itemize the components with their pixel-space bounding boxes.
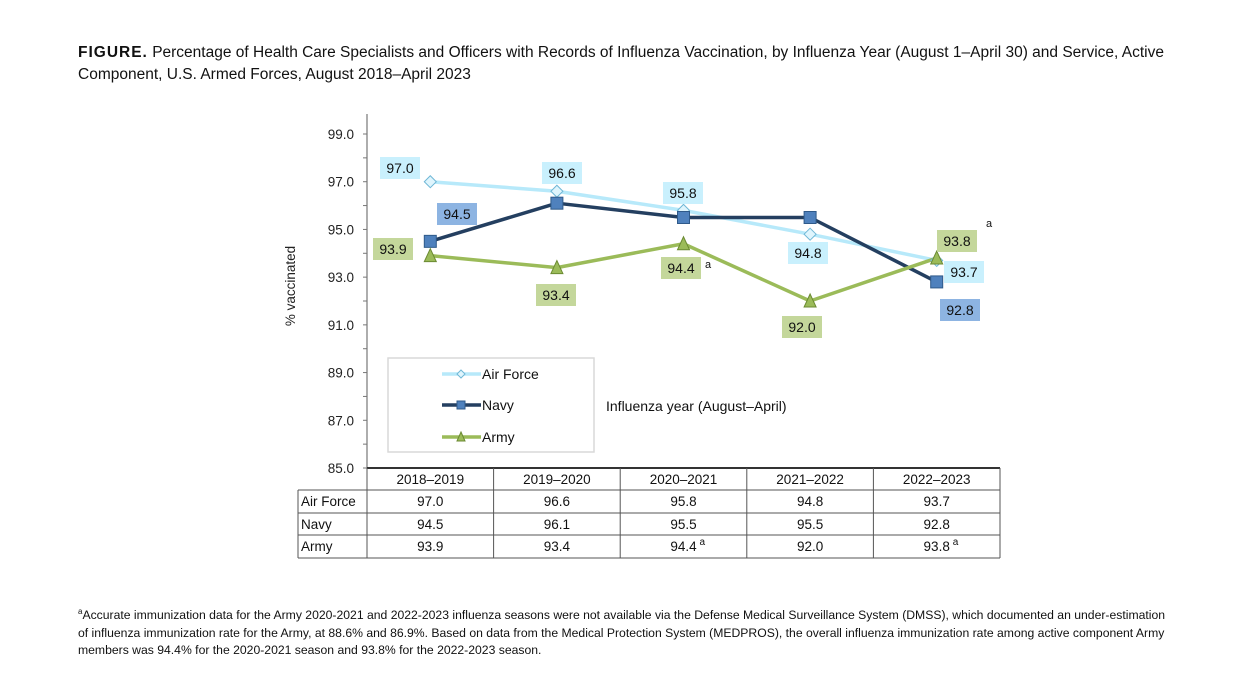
data-point-navy <box>677 211 690 224</box>
table-cell: 95.5 <box>670 517 696 532</box>
data-point-army <box>929 249 944 265</box>
y-axis-title: % vaccinated <box>283 246 298 326</box>
data-label-bg-army <box>661 257 701 279</box>
table-cell: 93.7 <box>924 494 950 509</box>
table-header-2022–2023: 2022–2023 <box>903 472 971 487</box>
data-label-army: 93.8 <box>943 233 970 249</box>
data-point-army <box>803 292 817 308</box>
table-header-2019–2020: 2019–2020 <box>523 472 591 487</box>
legend-label-navy: Navy <box>482 397 514 413</box>
table-cell: 94.4 <box>670 539 697 554</box>
y-tick-label: 91.0 <box>328 318 354 333</box>
data-label-bg-air-force <box>944 261 984 283</box>
table-cell-note: a <box>953 537 959 548</box>
y-tick-label: 93.0 <box>328 270 354 285</box>
table-cell: 93.8 <box>924 539 950 554</box>
footnote: aAccurate immunization data for the Army… <box>78 603 1178 660</box>
data-label-army: 93.4 <box>542 287 569 303</box>
table-cell: 93.4 <box>544 539 571 554</box>
table-cell: 92.8 <box>924 517 950 532</box>
data-label-bg-army <box>782 316 822 338</box>
data-point-navy <box>550 196 564 210</box>
y-tick-label: 85.0 <box>328 461 354 476</box>
data-label-navy: 92.8 <box>946 302 973 318</box>
table-cell: 96.1 <box>544 517 570 532</box>
legend-marker-navy-icon <box>456 400 466 410</box>
data-point-air-force <box>550 184 564 198</box>
data-point-air-force <box>803 227 817 241</box>
table-header-2018–2019: 2018–2019 <box>397 472 465 487</box>
data-point-navy <box>423 234 437 248</box>
figure-label: FIGURE. <box>78 44 148 61</box>
data-point-army <box>676 235 691 251</box>
y-tick-label: 99.0 <box>328 127 354 142</box>
table-cell: 94.8 <box>797 494 823 509</box>
data-label-bg-navy <box>940 299 980 321</box>
data-label-army: 93.9 <box>379 241 406 257</box>
table-cell: 92.0 <box>797 539 823 554</box>
figure-title-text: Percentage of Health Care Specialists an… <box>78 44 1164 83</box>
footnote-text: Accurate immunization data for the Army … <box>78 608 1166 658</box>
table-cell: 93.9 <box>417 539 443 554</box>
table-row-label: Air Force <box>301 494 356 509</box>
data-point-navy <box>930 275 944 289</box>
data-label-bg-army <box>373 238 413 260</box>
data-label-air-force: 97.0 <box>386 160 413 176</box>
table-cell: 96.6 <box>544 494 570 509</box>
data-label-bg-army <box>536 284 576 306</box>
y-tick-label: 95.0 <box>328 222 354 237</box>
table-header-2021–2022: 2021–2022 <box>776 472 844 487</box>
data-label-navy: 94.5 <box>443 206 470 222</box>
legend-marker-air-force-icon <box>456 369 466 379</box>
legend-label-army: Army <box>482 429 515 445</box>
data-label-bg-air-force <box>380 157 420 179</box>
x-axis-title: Influenza year (August–April) <box>606 398 787 414</box>
data-label-bg-air-force <box>788 242 828 264</box>
data-point-army <box>423 247 438 263</box>
data-label-air-force: 94.8 <box>794 245 821 261</box>
figure-title: FIGURE. Percentage of Health Care Specia… <box>78 42 1188 86</box>
data-label-bg-army <box>937 230 977 252</box>
data-label-note: a <box>986 218 993 230</box>
table-cell: 95.8 <box>670 494 696 509</box>
legend-label-air-force: Air Force <box>482 366 539 382</box>
data-label-note: a <box>705 259 712 271</box>
legend-marker-army-icon <box>456 430 466 442</box>
table-cell: 97.0 <box>417 494 443 509</box>
data-point-air-force <box>423 175 438 189</box>
table-row-label: Army <box>301 539 333 554</box>
data-label-bg-air-force <box>663 182 703 204</box>
footnote-mark: a <box>78 607 83 616</box>
y-tick-label: 89.0 <box>328 366 354 381</box>
data-point-navy <box>803 211 817 224</box>
y-tick-label: 97.0 <box>328 175 354 190</box>
data-label-army: 94.4 <box>667 260 694 276</box>
legend-box <box>387 357 595 453</box>
table-cell: 94.5 <box>417 517 443 532</box>
data-label-air-force: 93.7 <box>950 264 977 280</box>
data-label-air-force: 96.6 <box>548 165 575 181</box>
table-cell: 95.5 <box>797 517 823 532</box>
table-row-label: Navy <box>301 517 332 532</box>
data-label-bg-air-force <box>542 162 582 184</box>
data-label-air-force: 95.8 <box>669 185 696 201</box>
table-cell-note: a <box>700 537 706 548</box>
data-label-bg-navy <box>437 203 477 225</box>
table-header-2020–2021: 2020–2021 <box>650 472 718 487</box>
data-label-army: 92.0 <box>788 319 815 335</box>
data-point-army <box>550 259 564 275</box>
y-tick-label: 87.0 <box>328 413 354 428</box>
